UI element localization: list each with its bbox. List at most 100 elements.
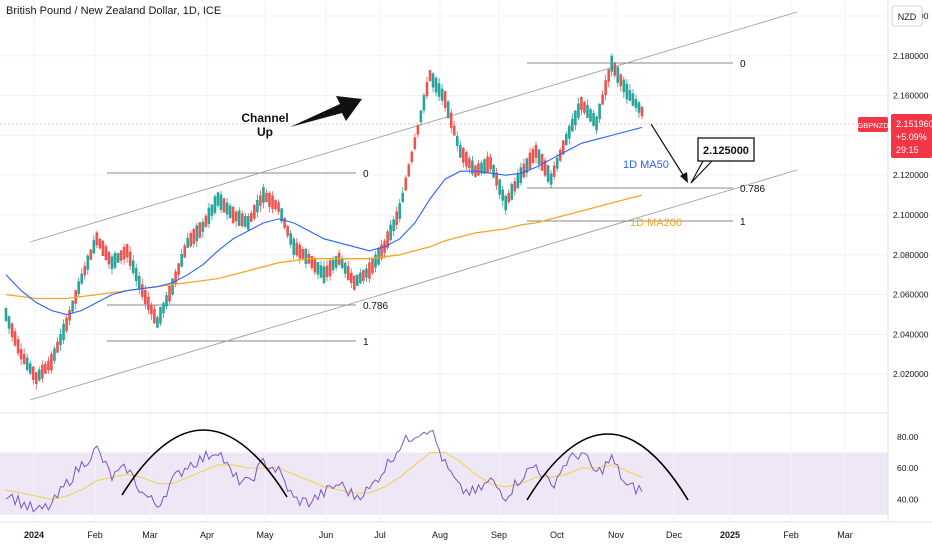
candle-body: [540, 154, 544, 171]
candle-body: [586, 104, 589, 118]
candle-body: [431, 73, 435, 88]
candle-body: [452, 125, 456, 136]
candle-body: [4, 308, 8, 321]
currency-label[interactable]: NZD: [898, 12, 917, 22]
candle-body: [116, 253, 120, 263]
candle-body: [577, 103, 580, 118]
target-arrow-line: [650, 123, 686, 179]
time-axis[interactable]: 2024 Feb Mar Apr May Jun Jul Aug Sep Oct Nov Dec 202…: [24, 530, 853, 540]
candle-body: [640, 106, 644, 117]
candle-body: [16, 339, 20, 354]
price-tick-label: 2.060000: [893, 290, 929, 300]
candle-body: [98, 238, 102, 249]
candle-body: [440, 88, 444, 101]
candle-body: [134, 268, 138, 282]
candle-body: [583, 102, 586, 113]
ma50-label: 1D MA50: [623, 159, 669, 171]
candle-body: [95, 232, 99, 246]
time-tick-label: May: [256, 530, 274, 540]
candle-body: [574, 110, 577, 126]
candle-body: [198, 222, 202, 238]
price-tick-label: 2.160000: [893, 91, 929, 101]
candle-body: [110, 256, 114, 269]
candle-body: [434, 77, 438, 93]
time-tick-label: Dec: [666, 530, 683, 540]
candle-body: [392, 219, 395, 232]
candle-body: [619, 74, 623, 87]
candle-body: [295, 242, 299, 256]
candle-body: [168, 285, 171, 302]
fib-right-1-label: 1: [740, 217, 746, 228]
price-tick-label: 2.040000: [893, 329, 929, 339]
channel-up-label-2: Up: [257, 125, 273, 139]
time-tick-label: 2025: [720, 530, 740, 540]
candle-body: [189, 233, 193, 247]
rsi-tick-label: 80.00: [897, 432, 919, 442]
candle-body: [552, 165, 556, 177]
candle-body: [328, 260, 332, 277]
candle-body: [25, 357, 29, 370]
candle-body: [616, 66, 620, 83]
candle-body: [522, 163, 526, 178]
candle-body: [222, 198, 226, 213]
target-arrow-head: [680, 172, 688, 183]
candle-body: [343, 262, 347, 274]
candle-body: [325, 265, 329, 278]
candle-body: [425, 82, 429, 97]
candle-body: [59, 333, 62, 346]
candle-body: [349, 272, 353, 283]
candle-body: [137, 275, 141, 290]
candle-body: [150, 304, 153, 315]
candle-body: [253, 204, 256, 219]
candle-body: [265, 192, 268, 202]
candle-body: [268, 192, 271, 207]
candle-body: [50, 353, 53, 371]
candle-body: [213, 196, 217, 213]
candle-body: [147, 296, 150, 310]
rsi-tick-label: 60.00: [897, 463, 919, 473]
candle-body: [443, 91, 447, 108]
candle-body: [259, 195, 262, 206]
candle-body: [201, 221, 205, 232]
candle-body: [56, 341, 59, 353]
target-pointer: [690, 160, 713, 184]
candle-body: [13, 331, 17, 346]
candle-body: [262, 187, 265, 203]
candle-body: [228, 205, 232, 219]
candle-body: [240, 213, 244, 227]
candle-body: [528, 152, 532, 169]
candle-body: [564, 133, 568, 145]
candle-body: [153, 308, 156, 324]
chart-title: British Pound / New Zealand Dollar, 1D, …: [6, 5, 222, 17]
candle-body: [340, 259, 344, 269]
candle-body: [555, 157, 559, 169]
candle-body: [313, 257, 317, 273]
candle-body: [246, 216, 250, 230]
candle-body: [404, 177, 408, 191]
candle-body: [622, 79, 626, 93]
candle-body: [171, 278, 174, 295]
candle-body: [283, 218, 286, 228]
candle-body: [180, 254, 183, 267]
ma200-label: 1D MA200: [630, 217, 682, 229]
candle-body: [140, 284, 144, 297]
candle-body: [510, 183, 514, 200]
candle-body: [471, 160, 474, 174]
candle-body: [428, 70, 432, 82]
candle-body: [286, 225, 289, 236]
channel-top-line: [29, 11, 798, 243]
candle-body: [356, 274, 359, 286]
rsi-axis[interactable]: 80.00 60.00 40.00: [897, 432, 919, 505]
candle-body: [277, 202, 280, 212]
candle-body: [216, 192, 220, 206]
currency-box[interactable]: [891, 5, 923, 27]
candle-body: [492, 164, 495, 178]
price-tick-label: 2.020000: [893, 369, 929, 379]
time-tick-label: Oct: [550, 530, 565, 540]
candle-body: [34, 372, 38, 385]
time-tick-label: Feb: [87, 530, 103, 540]
candle-body: [477, 163, 480, 176]
fib-left-0-label: 0: [363, 169, 369, 180]
candle-body: [128, 251, 132, 266]
